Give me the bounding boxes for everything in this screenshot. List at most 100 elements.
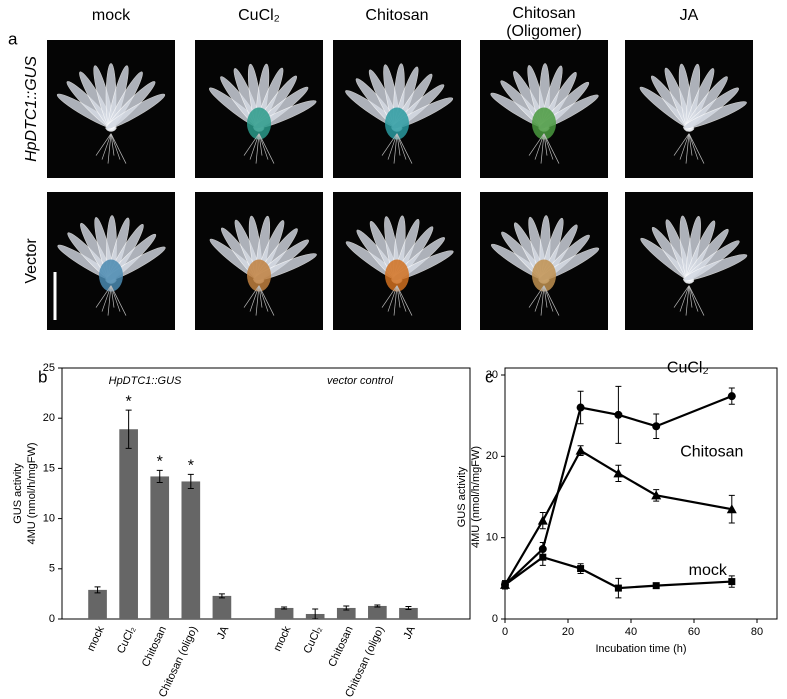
series-label: mock: [689, 562, 728, 579]
root: [249, 133, 260, 160]
photo: [625, 40, 753, 178]
bar: [119, 429, 138, 619]
bar: [336, 607, 356, 619]
root: [673, 285, 690, 308]
marker: [575, 445, 586, 455]
photo: [47, 40, 175, 178]
x-tick-label: mock: [271, 624, 293, 653]
y-tick-label: 30: [486, 369, 498, 381]
y-tick-label: 0: [492, 613, 498, 625]
bar: [181, 481, 201, 619]
column-header: (Oligomer): [506, 23, 582, 40]
photo: [195, 192, 323, 330]
root: [393, 285, 398, 316]
marker: [651, 490, 662, 500]
leaf: [683, 101, 747, 129]
column-header: Chitosan: [512, 5, 575, 22]
root: [258, 285, 263, 308]
plot-frame: [61, 367, 471, 620]
series-line: [504, 449, 732, 586]
root: [396, 133, 407, 160]
marker: [537, 515, 548, 525]
root: [543, 285, 554, 312]
x-tick-label: 80: [751, 626, 763, 638]
root: [110, 133, 115, 156]
root: [534, 285, 545, 312]
plot-frame: [504, 367, 778, 620]
marker: [577, 565, 585, 573]
marker: [652, 582, 660, 590]
error-bar: [281, 606, 288, 610]
root: [381, 285, 398, 308]
x-tick-label: Chitosan: [326, 624, 355, 668]
photo: [625, 192, 753, 330]
root: [688, 133, 693, 156]
photo: [47, 192, 175, 330]
root: [396, 133, 413, 164]
stain: [247, 259, 271, 292]
root: [101, 285, 112, 312]
y-tick-label: 10: [43, 513, 55, 525]
column-header: CuCl₂: [238, 7, 280, 24]
bar: [88, 589, 107, 619]
root: [396, 285, 413, 316]
y-axis-label: 4MU (nmol/h/mgFW): [26, 442, 38, 544]
y-tick-label: 5: [49, 563, 55, 575]
x-tick-label: 40: [625, 626, 637, 638]
marker: [613, 468, 624, 478]
root: [528, 285, 545, 308]
root: [258, 285, 275, 316]
root: [543, 133, 548, 156]
root: [255, 285, 260, 316]
photo: [195, 40, 323, 178]
root: [95, 133, 112, 156]
y-axis-label: GUS activity: [12, 463, 24, 524]
root: [107, 285, 112, 316]
x-tick-label: JA: [215, 624, 232, 641]
marker: [728, 578, 736, 586]
root: [685, 285, 690, 316]
root: [258, 133, 275, 164]
stain: [247, 107, 271, 140]
root: [381, 133, 398, 156]
leaf: [683, 254, 748, 281]
root: [540, 285, 545, 316]
root: [110, 285, 121, 312]
root: [688, 285, 705, 316]
root: [688, 133, 699, 160]
bar: [274, 607, 294, 619]
bar: [368, 605, 387, 619]
root: [673, 133, 690, 156]
y-tick-label: 20: [486, 450, 498, 462]
series-label: Chitosan: [680, 443, 743, 460]
marker: [727, 392, 736, 401]
y-tick-label: 10: [486, 532, 498, 544]
photo: [480, 192, 608, 330]
x-tick-label: Chitosan: [140, 624, 169, 668]
root: [396, 285, 407, 312]
error-bar: [156, 469, 163, 483]
marker: [652, 422, 661, 431]
root: [255, 133, 260, 164]
root: [387, 133, 398, 160]
x-tick-label: 0: [502, 626, 508, 638]
error-bar: [312, 608, 319, 620]
row-label: Vector: [23, 238, 40, 284]
root: [540, 133, 545, 164]
column-header: mock: [92, 7, 131, 24]
root: [543, 133, 560, 164]
series-line: [504, 395, 733, 586]
series-label: CuCl₂: [667, 359, 709, 376]
error-bar: [125, 409, 132, 449]
root: [387, 285, 398, 312]
root: [101, 133, 112, 160]
y-axis-label: GUS activity: [456, 466, 468, 527]
bar: [150, 476, 170, 619]
x-tick-label: CuCl₂: [115, 624, 138, 655]
x-tick-label: 20: [562, 626, 574, 638]
root: [95, 285, 112, 308]
x-tick-label: JA: [402, 624, 419, 641]
root: [688, 285, 693, 308]
leaf: [105, 93, 166, 130]
